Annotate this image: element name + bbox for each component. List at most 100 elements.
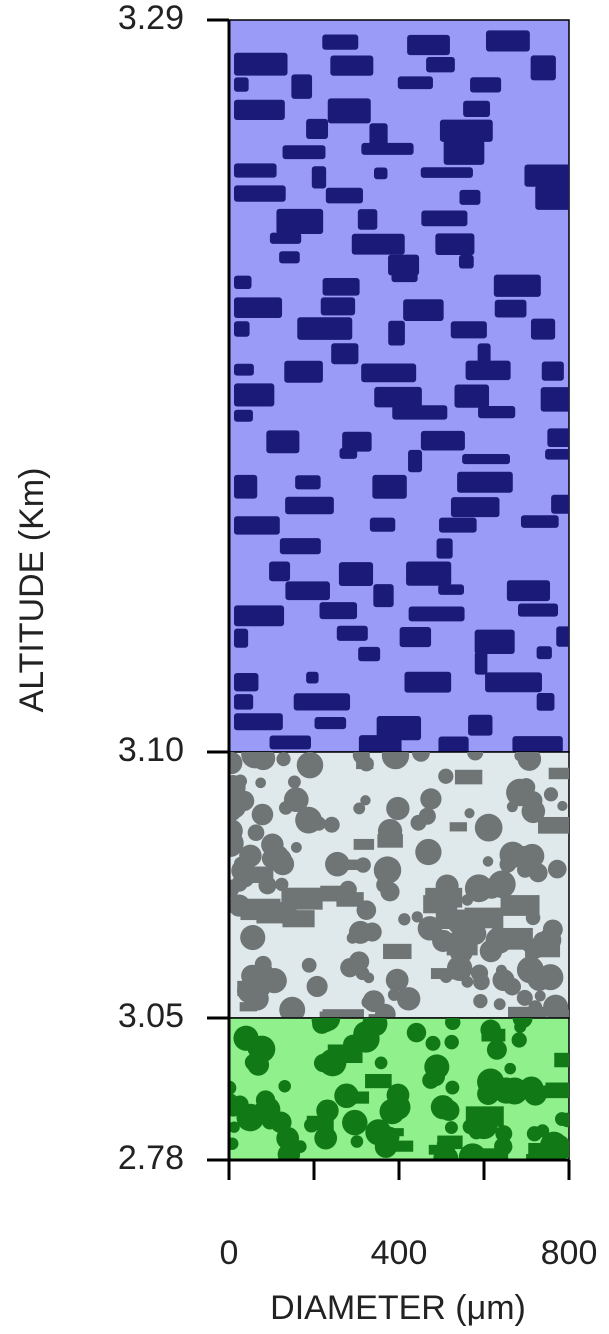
particle bbox=[462, 1118, 478, 1135]
layer bbox=[228, 19, 570, 753]
particle bbox=[482, 856, 494, 867]
particle bbox=[543, 787, 559, 802]
x-tick-label: 400 bbox=[371, 1234, 428, 1272]
particle bbox=[555, 1139, 569, 1159]
particle bbox=[361, 142, 414, 155]
particle bbox=[428, 890, 450, 912]
particle bbox=[444, 1034, 459, 1050]
particle bbox=[322, 1009, 364, 1018]
particle bbox=[426, 57, 455, 73]
particle bbox=[320, 297, 356, 316]
particle bbox=[420, 167, 473, 178]
particle bbox=[336, 892, 364, 907]
particle bbox=[234, 321, 250, 337]
particle bbox=[556, 626, 569, 647]
particle bbox=[362, 1018, 388, 1037]
particle bbox=[412, 752, 430, 762]
particle bbox=[477, 343, 491, 365]
particle bbox=[516, 989, 533, 1006]
particle bbox=[297, 317, 353, 340]
particle bbox=[327, 98, 371, 124]
particle bbox=[234, 163, 277, 178]
particle bbox=[480, 1019, 501, 1041]
particle bbox=[485, 672, 542, 693]
particle bbox=[229, 1137, 239, 1151]
particle bbox=[234, 673, 259, 692]
particle bbox=[504, 1062, 517, 1075]
particle bbox=[436, 538, 453, 559]
particle bbox=[383, 943, 412, 960]
particle bbox=[369, 517, 396, 532]
particle bbox=[372, 474, 407, 499]
particle bbox=[357, 209, 378, 230]
particle bbox=[314, 716, 347, 730]
particle bbox=[474, 629, 515, 655]
particle bbox=[506, 778, 534, 807]
particle bbox=[503, 977, 522, 996]
particle bbox=[450, 497, 500, 518]
particle bbox=[473, 1148, 509, 1160]
particle bbox=[336, 625, 368, 641]
particle bbox=[417, 916, 443, 941]
particle bbox=[251, 803, 274, 826]
particle bbox=[495, 1125, 513, 1143]
particle bbox=[543, 994, 569, 1018]
particle bbox=[488, 870, 516, 899]
particle bbox=[319, 602, 358, 620]
particle bbox=[295, 475, 321, 490]
particle bbox=[266, 430, 300, 454]
particle bbox=[494, 299, 527, 318]
particle bbox=[261, 1113, 278, 1130]
particle bbox=[474, 813, 503, 842]
particles bbox=[229, 1018, 569, 1160]
particle bbox=[486, 1039, 507, 1060]
particle bbox=[240, 924, 266, 951]
particle bbox=[351, 1122, 364, 1135]
x-tick-label: 800 bbox=[541, 1234, 598, 1272]
particle bbox=[514, 1021, 527, 1034]
particle bbox=[234, 52, 288, 76]
particle bbox=[521, 799, 546, 824]
particle bbox=[463, 100, 491, 118]
particle bbox=[279, 996, 306, 1018]
particle bbox=[517, 752, 542, 771]
particle bbox=[508, 1006, 547, 1018]
particle bbox=[535, 1124, 550, 1138]
particle bbox=[518, 603, 559, 617]
particle bbox=[244, 986, 269, 1011]
particle bbox=[278, 801, 293, 815]
particle bbox=[356, 900, 377, 920]
particle bbox=[244, 1054, 262, 1071]
particle bbox=[234, 694, 254, 710]
particle bbox=[536, 693, 555, 711]
particle bbox=[239, 844, 262, 868]
particle bbox=[474, 651, 488, 675]
particle bbox=[229, 1095, 244, 1117]
particle bbox=[333, 856, 346, 869]
particle bbox=[377, 818, 403, 844]
particle bbox=[368, 1014, 391, 1018]
particle bbox=[425, 1035, 441, 1051]
particle bbox=[361, 363, 417, 383]
particle bbox=[420, 430, 465, 451]
particle bbox=[438, 584, 465, 595]
particle bbox=[406, 1022, 427, 1043]
particle bbox=[338, 562, 374, 586]
particles bbox=[234, 30, 569, 752]
particle bbox=[276, 208, 324, 235]
particle bbox=[254, 955, 272, 973]
particle bbox=[234, 713, 283, 731]
particle bbox=[323, 816, 340, 833]
particle bbox=[406, 561, 452, 586]
particle bbox=[530, 945, 543, 959]
particle bbox=[348, 920, 372, 944]
particle bbox=[313, 1053, 333, 1073]
particle bbox=[392, 1140, 414, 1152]
particle bbox=[397, 76, 433, 90]
x-tick-label: 0 bbox=[220, 1234, 239, 1272]
particle bbox=[342, 431, 372, 452]
particle bbox=[500, 895, 540, 916]
particle bbox=[537, 964, 564, 991]
particle bbox=[536, 646, 552, 660]
particle bbox=[445, 1080, 460, 1095]
